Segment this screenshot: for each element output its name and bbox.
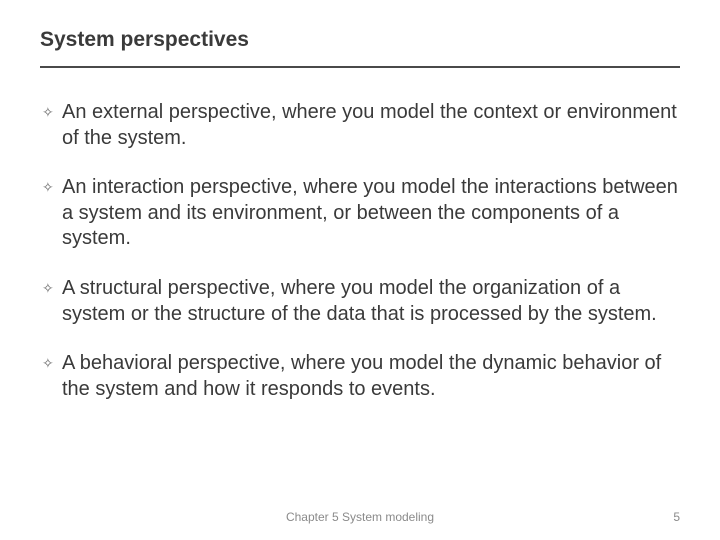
bullet-text: A structural perspective, where you mode… xyxy=(62,276,680,327)
bullet-marker-col: ✧ xyxy=(42,100,62,151)
list-item: ✧ An external perspective, where you mod… xyxy=(42,100,680,151)
bullet-marker-col: ✧ xyxy=(42,175,62,252)
slide-title: System perspectives xyxy=(40,28,680,52)
bullet-list: ✧ An external perspective, where you mod… xyxy=(40,100,680,402)
list-item: ✧ An interaction perspective, where you … xyxy=(42,175,680,252)
diamond-icon: ✧ xyxy=(42,179,54,195)
list-item: ✧ A structural perspective, where you mo… xyxy=(42,276,680,327)
bullet-text: An interaction perspective, where you mo… xyxy=(62,175,680,252)
diamond-icon: ✧ xyxy=(42,355,54,371)
diamond-icon: ✧ xyxy=(42,104,54,120)
slide: System perspectives ✧ An external perspe… xyxy=(0,0,720,540)
bullet-text: A behavioral perspective, where you mode… xyxy=(62,351,680,402)
list-item: ✧ A behavioral perspective, where you mo… xyxy=(42,351,680,402)
diamond-icon: ✧ xyxy=(42,280,54,296)
page-number: 5 xyxy=(673,510,680,524)
footer-chapter-label: Chapter 5 System modeling xyxy=(286,510,434,524)
bullet-marker-col: ✧ xyxy=(42,351,62,402)
bullet-marker-col: ✧ xyxy=(42,276,62,327)
title-divider xyxy=(40,66,680,68)
bullet-text: An external perspective, where you model… xyxy=(62,100,680,151)
